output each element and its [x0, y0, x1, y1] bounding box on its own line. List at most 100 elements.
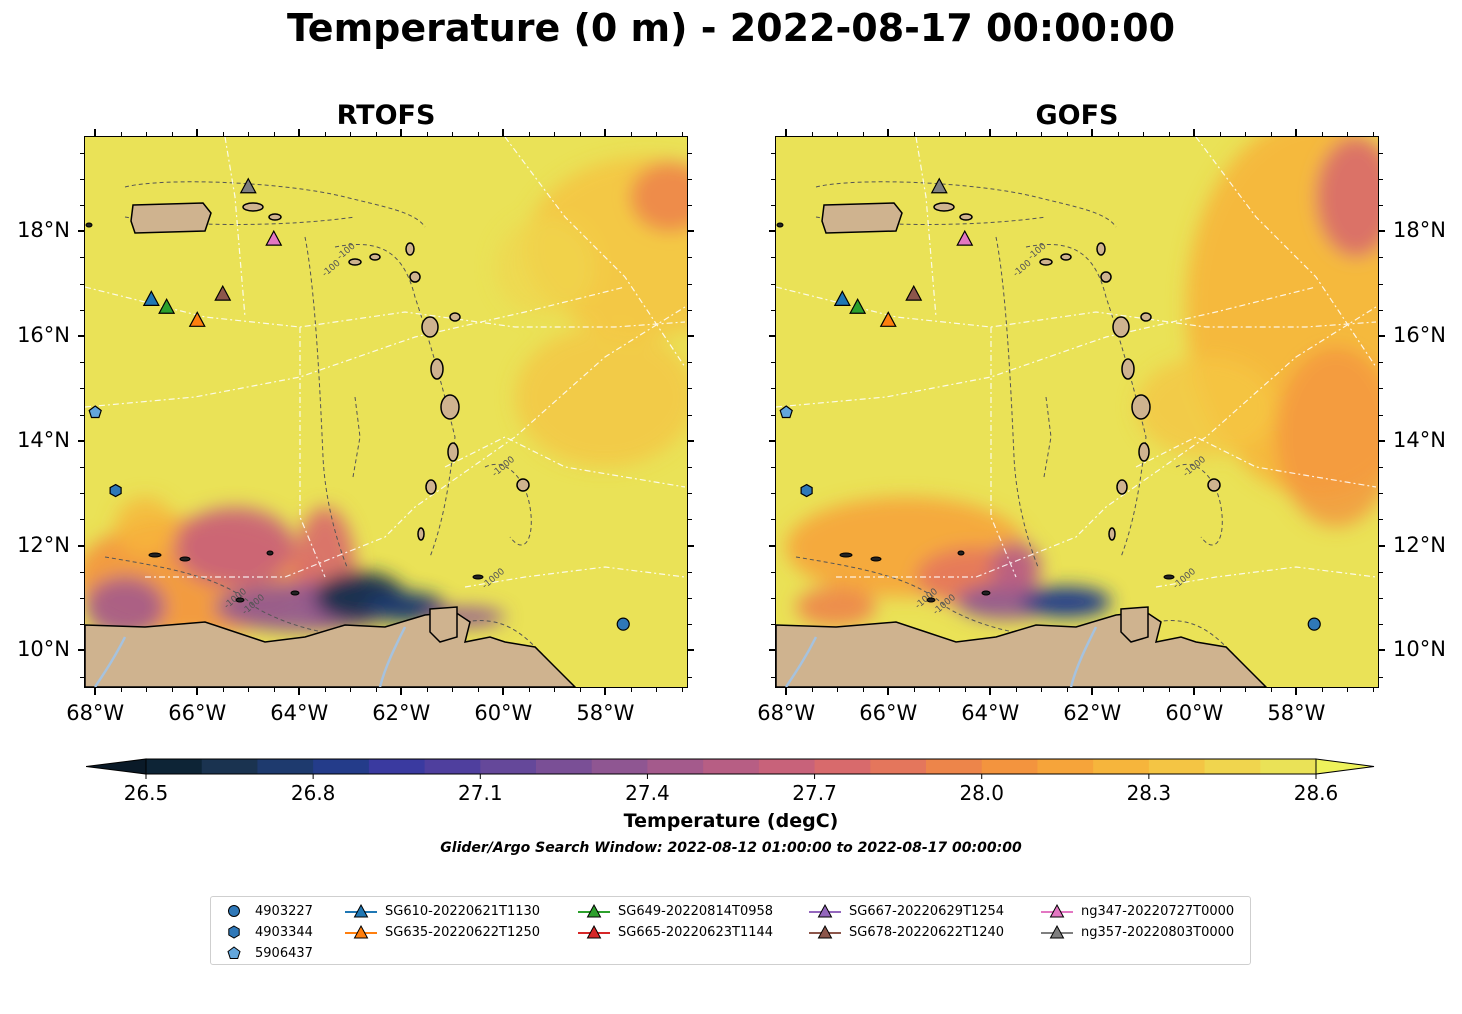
lon-tick — [1193, 688, 1196, 695]
colorbar-segment — [981, 759, 1038, 774]
minor-tick — [1379, 624, 1383, 626]
puerto-rico-island — [130, 202, 212, 234]
lat-tick — [1379, 649, 1385, 652]
minor-tick — [171, 688, 173, 692]
lon-label: 58°W — [576, 701, 635, 725]
glider-marker-icon — [956, 229, 974, 246]
eez-boundaries — [776, 137, 1377, 588]
triangle-marker-icon — [345, 924, 377, 939]
minor-tick — [375, 688, 377, 692]
triangle-marker-icon — [809, 903, 841, 918]
colorbar-tick-label: 28.3 — [1127, 781, 1172, 805]
eez-boundaries — [85, 137, 686, 588]
island — [417, 527, 425, 541]
colorbar-segment — [424, 759, 481, 774]
islet — [85, 222, 93, 228]
minor-tick — [1321, 688, 1323, 692]
circle-marker-icon — [228, 905, 240, 917]
rivers — [93, 626, 407, 687]
minor-tick — [248, 688, 250, 692]
legend-label: 4903344 — [255, 924, 313, 940]
island — [1108, 527, 1116, 541]
colorbar-segment — [1037, 759, 1094, 774]
minor-tick — [688, 283, 692, 285]
island — [425, 479, 437, 495]
minor-tick — [1117, 688, 1119, 692]
colorbar-segment — [1260, 759, 1317, 774]
small-islets — [85, 222, 484, 603]
island — [1116, 479, 1128, 495]
glider-marker-icon — [265, 229, 283, 246]
island — [242, 202, 264, 212]
minor-tick — [1379, 519, 1383, 521]
legend-item-glider: SG678-20220622T1240 — [809, 924, 1004, 940]
legend: 4903227 4903344 5906437 SG610-20220621T1… — [210, 896, 1251, 965]
temperature-field — [786, 137, 1378, 627]
map-canvas: -100-100-1000-1000-1000-1000-1000 — [776, 137, 1378, 687]
lat-label: 16°N — [17, 323, 70, 348]
minor-tick — [688, 467, 692, 468]
islet — [776, 222, 784, 228]
colorbar-segment — [313, 759, 370, 774]
islet — [290, 590, 300, 596]
lon-label: 66°W — [859, 701, 918, 725]
legend-item-glider: ng347-20220727T0000 — [1041, 903, 1234, 919]
islet — [266, 550, 274, 556]
temperature-field — [85, 157, 687, 637]
legend-label: ng357-20220803T0000 — [1081, 924, 1235, 940]
minor-tick — [964, 688, 966, 692]
minor-tick — [1219, 688, 1221, 692]
glider-marker-icon — [905, 284, 923, 301]
island — [268, 213, 282, 221]
island — [449, 312, 461, 322]
argo-marker-icon — [1307, 617, 1321, 631]
lat-tick — [1379, 544, 1385, 547]
lat-tick — [688, 544, 694, 547]
minor-tick — [688, 676, 692, 678]
island — [1039, 258, 1053, 266]
islet — [926, 597, 936, 603]
legend-item-glider: SG610-20220621T1130 — [345, 903, 540, 919]
minor-tick — [688, 152, 692, 154]
minor-tick — [1379, 414, 1383, 416]
trinidad-island — [1120, 606, 1149, 643]
puerto-rico-island — [821, 202, 903, 234]
minor-tick — [1379, 571, 1383, 573]
lon-label: 62°W — [372, 701, 431, 725]
legend-item-glider: SG635-20220622T1250 — [345, 924, 540, 940]
minor-tick — [1347, 688, 1349, 692]
rtofs-map[interactable]: -100-100-1000-1000-1000-1000-1000 — [84, 136, 688, 688]
island — [447, 442, 459, 462]
argo-marker-icon — [800, 483, 813, 498]
minor-tick — [146, 688, 148, 692]
lon-tick — [989, 688, 992, 695]
islet — [1163, 574, 1175, 580]
rivers — [784, 626, 1098, 687]
colorbar-segment — [1093, 759, 1150, 774]
minor-tick — [1379, 597, 1383, 599]
colorbar-segment — [758, 759, 816, 774]
colorbar-segment — [536, 759, 593, 774]
argo-marker-icon — [616, 617, 630, 631]
legend-label: SG635-20220622T1250 — [385, 924, 541, 940]
island — [405, 242, 415, 256]
legend-label: SG610-20220621T1130 — [385, 903, 541, 919]
gofs-map[interactable]: -100-100-1000-1000-1000-1000-1000 — [775, 136, 1379, 688]
legend-label: SG678-20220622T1240 — [849, 924, 1005, 940]
small-islets — [776, 222, 1175, 603]
island — [1140, 312, 1152, 322]
legend-item-argo: 4903227 — [221, 903, 313, 919]
glider-marker-icon — [239, 177, 257, 194]
legend-item-glider: SG665-20220623T1144 — [578, 924, 773, 940]
minor-tick — [1379, 309, 1383, 311]
minor-tick — [688, 624, 692, 626]
colorbar-tick-label: 26.8 — [291, 781, 336, 805]
colorbar-outline — [145, 758, 1317, 775]
island — [959, 213, 973, 221]
minor-tick — [324, 688, 326, 692]
triangle-marker-icon — [1041, 924, 1073, 939]
minor-tick — [1168, 688, 1170, 692]
colorbar-tick-label: 28.0 — [959, 781, 1004, 805]
legend-item-argo: 5906437 — [221, 945, 313, 961]
glider-marker-icon — [930, 177, 948, 194]
